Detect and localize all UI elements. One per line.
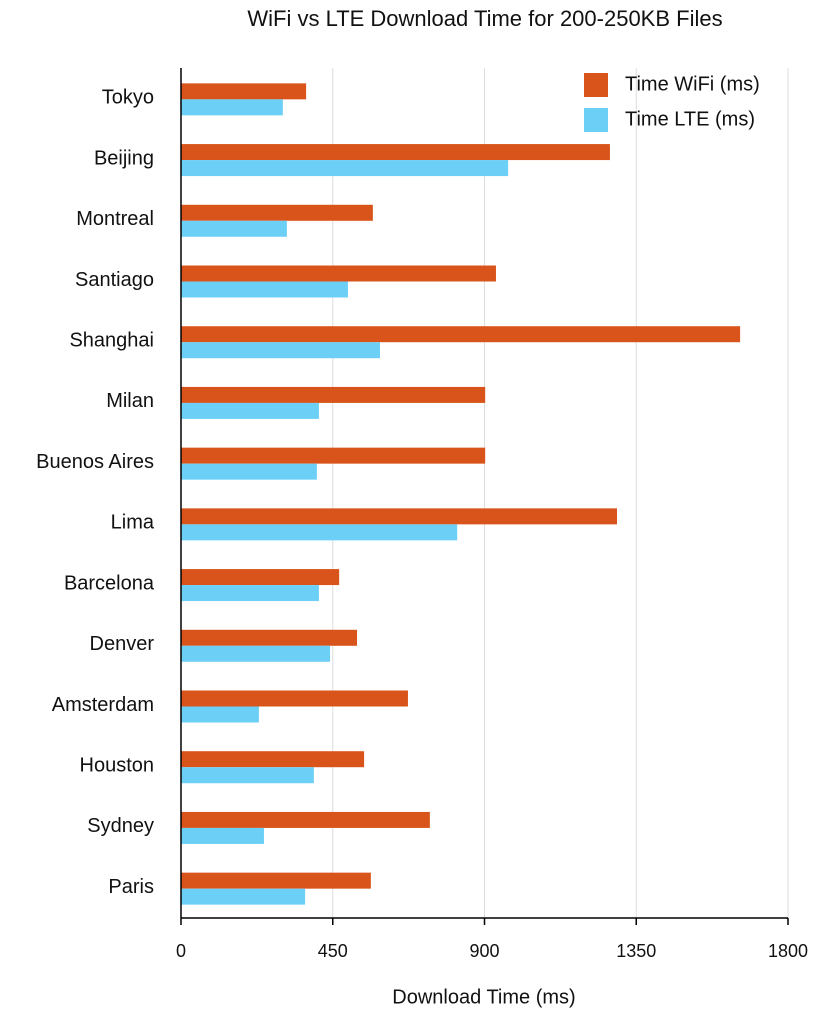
bar <box>181 629 358 646</box>
bar <box>181 265 496 282</box>
bar <box>181 342 380 359</box>
y-tick-label: Tokyo <box>102 87 154 109</box>
y-tick-label: Beijing <box>94 147 154 169</box>
bar <box>181 751 365 768</box>
y-tick-label: Buenos Aires <box>36 451 154 473</box>
bar <box>181 144 610 161</box>
bar <box>181 508 618 525</box>
bar <box>181 463 317 480</box>
bar <box>181 220 287 237</box>
bar <box>181 888 306 905</box>
bar <box>181 690 408 707</box>
y-tick-label: Amsterdam <box>52 694 154 716</box>
bar <box>181 402 319 419</box>
legend-label: Time WiFi (ms) <box>625 73 760 95</box>
bar <box>181 160 509 177</box>
y-tick-label: Paris <box>108 876 154 898</box>
legend-swatch <box>584 108 608 132</box>
y-tick-label: Santiago <box>75 269 154 291</box>
bar <box>181 569 340 586</box>
x-tick-label: 450 <box>318 941 348 961</box>
bar <box>181 524 458 541</box>
bar <box>181 827 264 844</box>
y-tick-label: Sydney <box>87 815 154 837</box>
bar <box>181 447 486 464</box>
y-tick-label: Denver <box>90 633 155 655</box>
y-tick-label: Barcelona <box>64 572 155 594</box>
bar <box>181 326 741 343</box>
bar <box>181 281 348 298</box>
bar <box>181 872 371 889</box>
bar <box>181 204 373 221</box>
y-tick-label: Houston <box>80 754 155 776</box>
bar <box>181 767 314 784</box>
bar <box>181 706 259 723</box>
x-axis-title: Download Time (ms) <box>392 986 575 1008</box>
legend-swatch <box>584 73 608 97</box>
bar <box>181 645 331 662</box>
y-tick-label: Milan <box>106 390 154 412</box>
chart-title: WiFi vs LTE Download Time for 200-250KB … <box>247 6 722 31</box>
x-tick-label: 900 <box>469 941 499 961</box>
bar <box>181 99 283 116</box>
y-tick-label: Lima <box>111 512 155 534</box>
y-tick-label: Montreal <box>76 208 154 230</box>
legend-label: Time LTE (ms) <box>625 108 755 130</box>
y-tick-label: Shanghai <box>69 329 154 351</box>
bar <box>181 386 486 403</box>
bar <box>181 811 430 828</box>
bar <box>181 83 307 100</box>
x-tick-label: 0 <box>176 941 186 961</box>
bar <box>181 585 319 602</box>
x-tick-label: 1350 <box>616 941 656 961</box>
x-tick-label: 1800 <box>768 941 808 961</box>
